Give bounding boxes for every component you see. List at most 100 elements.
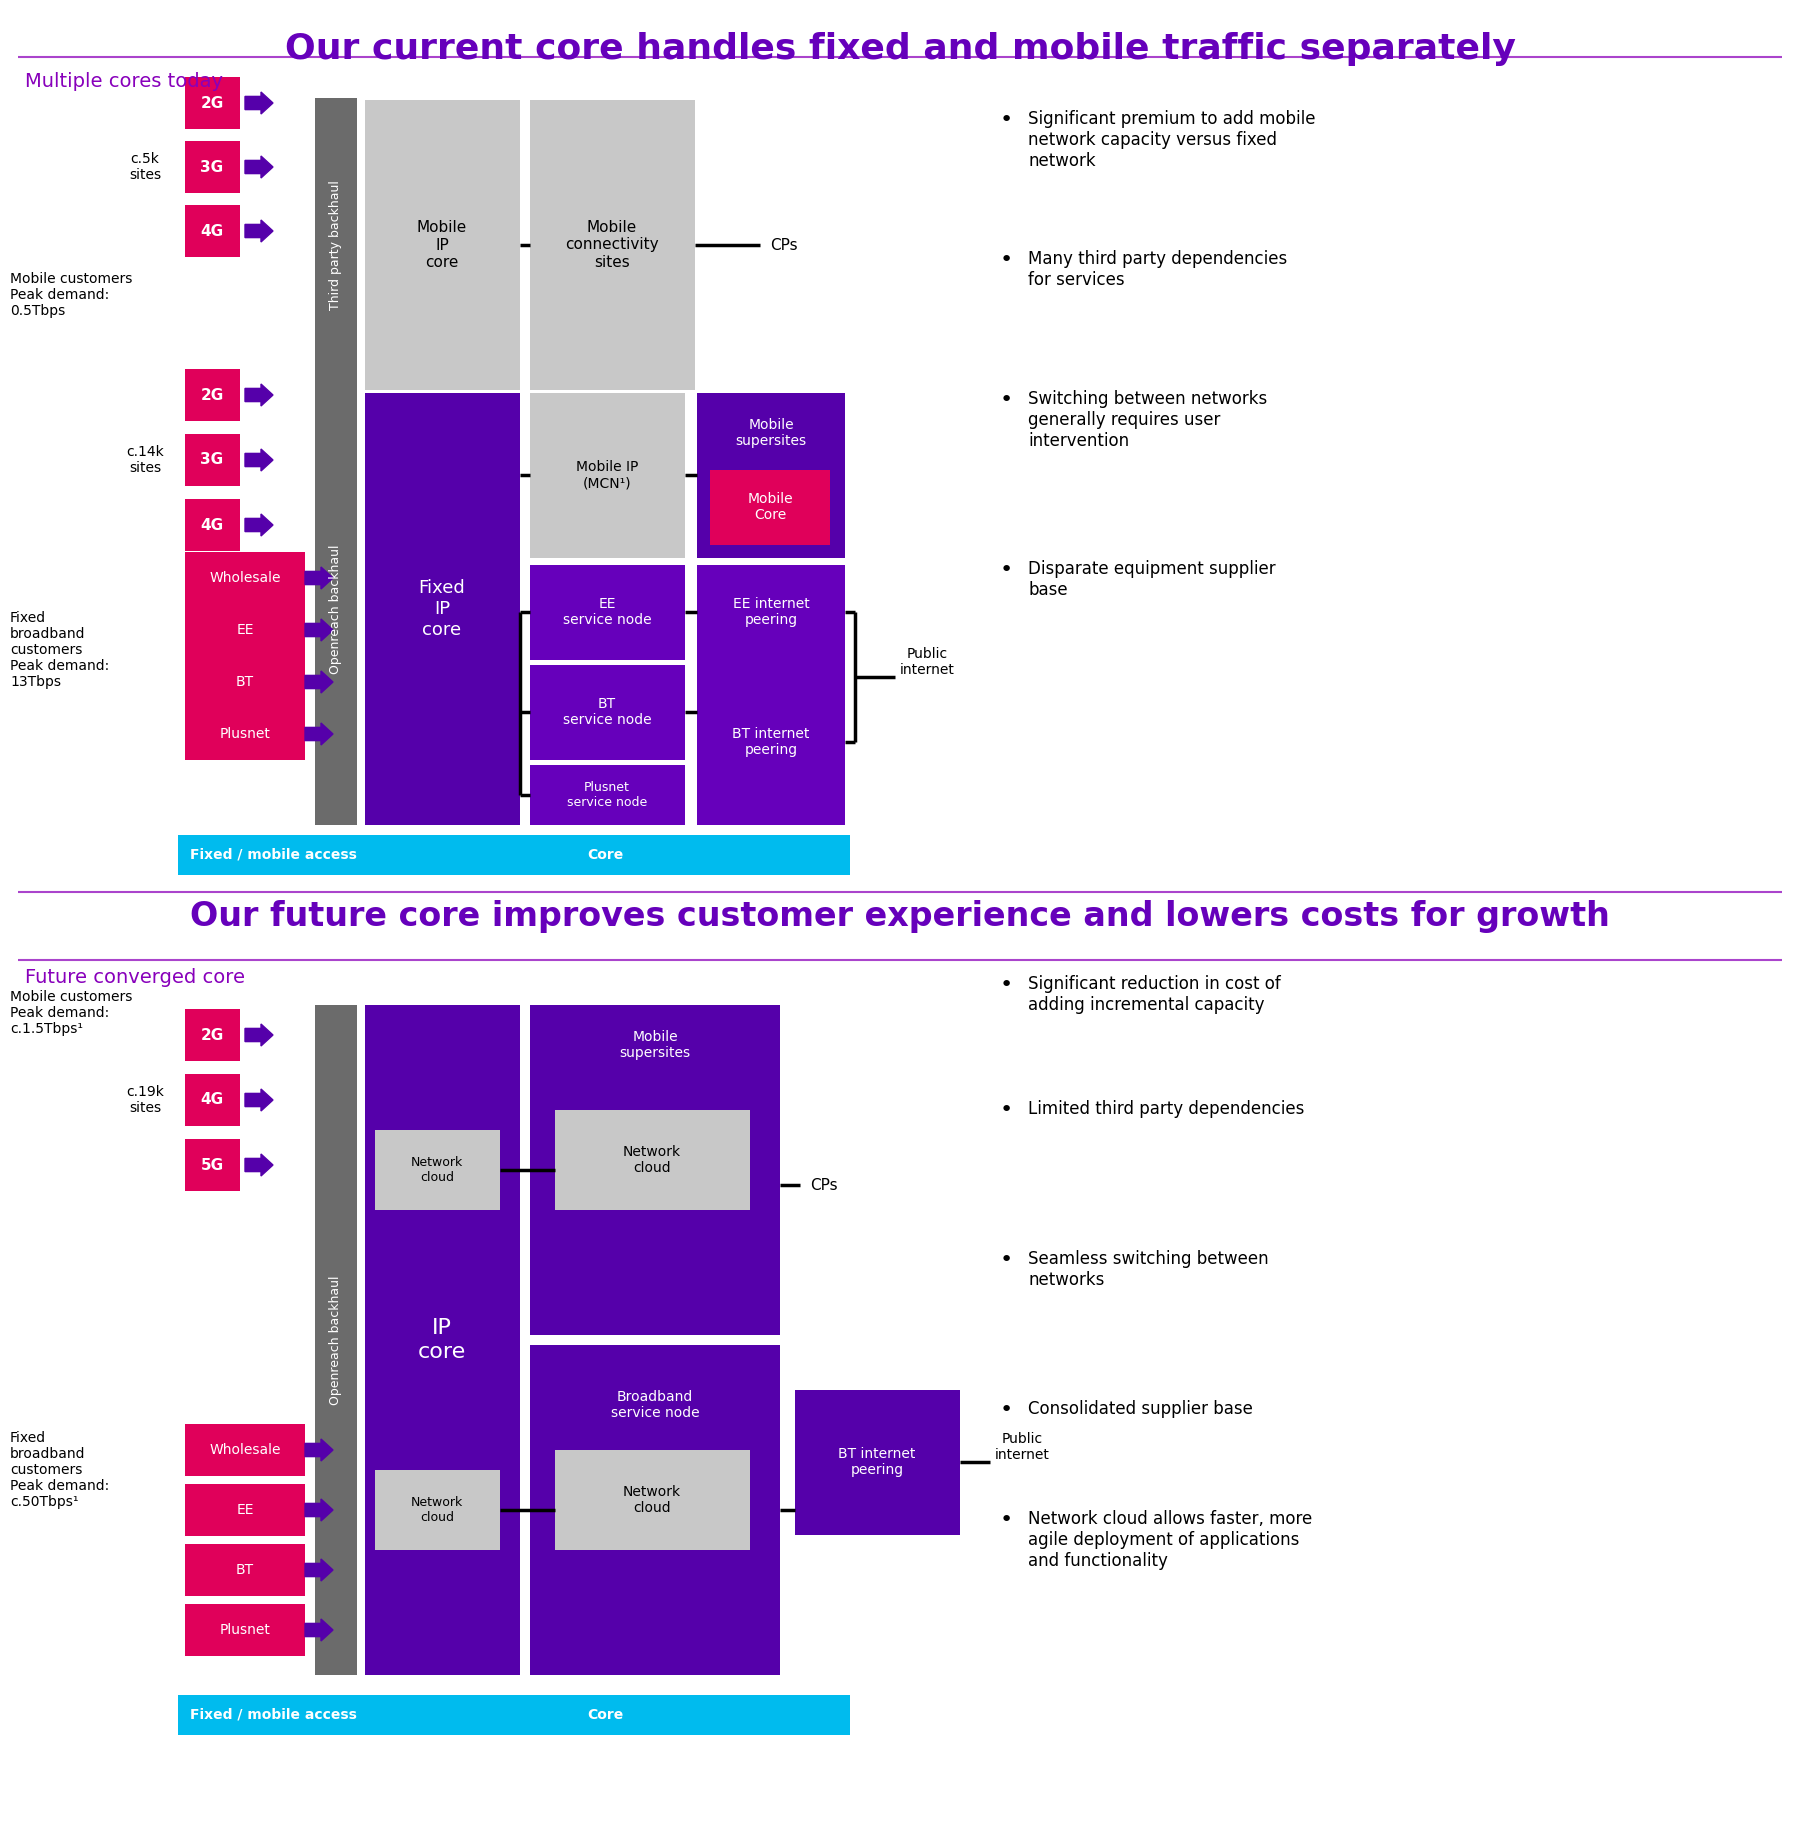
Bar	[529, 1345, 779, 1674]
Bar	[178, 834, 367, 875]
Text: Mobile
Core: Mobile Core	[747, 492, 792, 523]
Text: Plusnet: Plusnet	[220, 727, 270, 742]
Text: Consolidated supplier base: Consolidated supplier base	[1028, 1399, 1253, 1418]
Bar	[365, 100, 520, 390]
Bar	[529, 394, 686, 558]
FancyArrow shape	[304, 1500, 333, 1521]
Bar	[185, 1543, 304, 1596]
Text: Network
cloud: Network cloud	[623, 1485, 680, 1516]
Text: Network
cloud: Network cloud	[623, 1144, 680, 1175]
Bar	[185, 1073, 239, 1126]
Text: Network
cloud: Network cloud	[410, 1496, 463, 1523]
Bar	[185, 656, 304, 709]
Text: Network
cloud: Network cloud	[410, 1155, 463, 1184]
Bar	[360, 834, 850, 875]
Text: 3G: 3G	[200, 452, 223, 468]
Text: 4G: 4G	[200, 1093, 223, 1108]
Text: Public
internet: Public internet	[995, 1432, 1049, 1461]
Bar	[185, 1009, 239, 1060]
Bar	[185, 1425, 304, 1476]
Text: BT internet
peering: BT internet peering	[839, 1447, 916, 1478]
Text: EE
service node: EE service node	[563, 598, 652, 627]
Text: Mobile customers
Peak demand:
0.5Tbps: Mobile customers Peak demand: 0.5Tbps	[11, 271, 133, 319]
Text: 2G: 2G	[200, 1028, 223, 1042]
Text: Plusnet: Plusnet	[220, 1623, 270, 1636]
Text: •: •	[1001, 1250, 1013, 1270]
Text: EE: EE	[236, 623, 254, 638]
Text: Mobile
IP
core: Mobile IP core	[418, 220, 468, 270]
Text: •: •	[1001, 109, 1013, 129]
Text: Third party backhaul: Third party backhaul	[329, 180, 342, 310]
Text: Disparate equipment supplier
base: Disparate equipment supplier base	[1028, 559, 1276, 599]
Bar	[529, 1006, 779, 1336]
Text: Core: Core	[587, 847, 623, 862]
Bar	[697, 660, 844, 825]
Text: Fixed
broadband
customers
Peak demand:
13Tbps: Fixed broadband customers Peak demand: 1…	[11, 610, 110, 689]
Text: •: •	[1001, 1510, 1013, 1530]
Bar	[554, 1110, 751, 1210]
Text: EE: EE	[236, 1503, 254, 1518]
FancyArrow shape	[304, 1620, 333, 1642]
Bar	[374, 1470, 500, 1551]
Text: •: •	[1001, 250, 1013, 270]
Text: 2G: 2G	[200, 388, 223, 403]
FancyArrow shape	[304, 723, 333, 745]
Text: Our future core improves customer experience and lowers costs for growth: Our future core improves customer experi…	[191, 900, 1609, 933]
Text: IP
core: IP core	[418, 1319, 466, 1361]
Bar	[796, 1390, 959, 1534]
Text: Fixed / mobile access: Fixed / mobile access	[189, 1707, 356, 1722]
Bar	[697, 565, 844, 660]
Bar	[178, 1694, 367, 1735]
FancyArrow shape	[245, 1024, 274, 1046]
Text: Seamless switching between
networks: Seamless switching between networks	[1028, 1250, 1269, 1288]
Text: Core: Core	[587, 1707, 623, 1722]
FancyArrow shape	[245, 1090, 274, 1111]
Bar	[185, 206, 239, 257]
Text: Mobile
connectivity
sites: Mobile connectivity sites	[565, 220, 659, 270]
Text: Fixed
IP
core: Fixed IP core	[419, 579, 466, 640]
Text: Mobile IP
(MCN¹): Mobile IP (MCN¹)	[576, 459, 639, 490]
Bar	[554, 1450, 751, 1551]
Text: •: •	[1001, 975, 1013, 995]
Text: CPs: CPs	[770, 237, 797, 253]
Text: Significant premium to add mobile
network capacity versus fixed
network: Significant premium to add mobile networ…	[1028, 109, 1316, 169]
Text: Mobile customers
Peak demand:
c.1.5Tbps¹: Mobile customers Peak demand: c.1.5Tbps¹	[11, 989, 133, 1037]
Text: BT: BT	[236, 1563, 254, 1578]
Text: c.5k
sites: c.5k sites	[130, 151, 160, 182]
Bar	[185, 552, 304, 605]
Text: Our current core handles fixed and mobile traffic separately: Our current core handles fixed and mobil…	[284, 33, 1516, 66]
Bar	[365, 394, 520, 825]
Bar	[185, 140, 239, 193]
Text: BT: BT	[236, 674, 254, 689]
Bar	[529, 100, 695, 390]
Bar	[185, 1483, 304, 1536]
Text: Limited third party dependencies: Limited third party dependencies	[1028, 1100, 1305, 1119]
Bar	[185, 709, 304, 760]
Bar	[529, 765, 686, 825]
Text: 2G: 2G	[200, 95, 223, 111]
FancyArrow shape	[304, 567, 333, 589]
Text: •: •	[1001, 1399, 1013, 1419]
FancyArrow shape	[304, 1439, 333, 1461]
Bar	[529, 665, 686, 760]
Bar	[315, 394, 356, 825]
FancyArrow shape	[304, 619, 333, 641]
Bar	[315, 1006, 356, 1674]
Bar	[709, 470, 830, 545]
Text: Mobile
supersites: Mobile supersites	[736, 417, 806, 448]
Text: Multiple cores today: Multiple cores today	[25, 73, 223, 91]
FancyArrow shape	[245, 1153, 274, 1175]
Text: •: •	[1001, 559, 1013, 579]
Bar	[185, 1603, 304, 1656]
Bar	[185, 434, 239, 486]
Bar	[185, 499, 239, 550]
FancyArrow shape	[245, 448, 274, 472]
Text: 5G: 5G	[200, 1157, 223, 1173]
Text: Many third party dependencies
for services: Many third party dependencies for servic…	[1028, 250, 1287, 290]
Text: Wholesale: Wholesale	[209, 570, 281, 585]
FancyArrow shape	[245, 384, 274, 406]
Bar	[185, 1139, 239, 1192]
Text: •: •	[1001, 390, 1013, 410]
Bar	[360, 1694, 850, 1735]
Bar	[697, 394, 844, 558]
